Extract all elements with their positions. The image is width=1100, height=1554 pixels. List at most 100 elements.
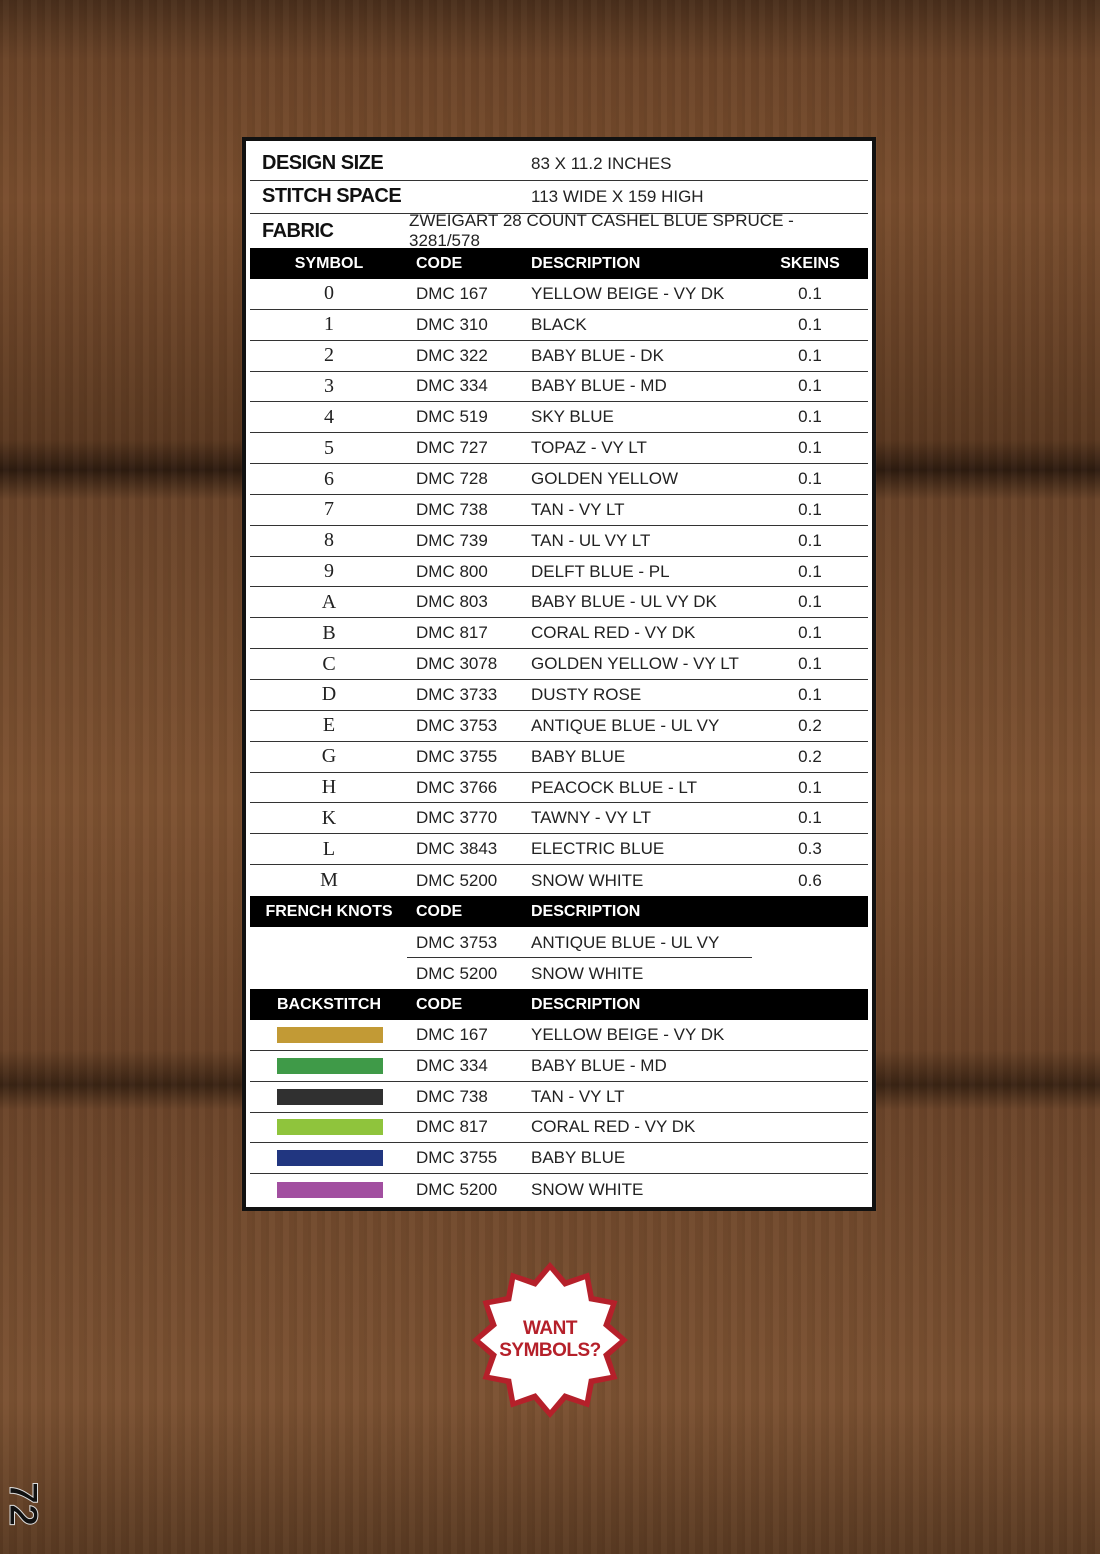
skeins: 0.2 [798, 715, 822, 735]
skeins: 0.1 [798, 376, 822, 396]
description: BABY BLUE - MD [531, 376, 667, 396]
header-label: BACKSTITCH [277, 995, 381, 1013]
description: BABY BLUE - UL VY DK [531, 592, 717, 612]
starburst-badge[interactable] [472, 1262, 628, 1418]
header-skeins: SKEINS [780, 254, 840, 272]
symbol: 0 [324, 282, 334, 305]
code: DMC 3770 [416, 808, 498, 828]
header-code: CODE [416, 995, 463, 1013]
symbol: G [321, 745, 337, 768]
table-header: SYMBOL CODE DESCRIPTION SKEINS [250, 248, 868, 279]
symbol: 2 [324, 344, 334, 367]
key-row: 4 DMC 519 SKY BLUE 0.1 [250, 402, 868, 434]
code: DMC 3766 [416, 777, 498, 797]
color-swatch [277, 1057, 383, 1074]
skeins: 0.1 [798, 314, 822, 334]
code: DMC 334 [416, 376, 488, 396]
table-header: BACKSTITCH CODE DESCRIPTION [250, 989, 868, 1020]
info-label: STITCH SPACE [262, 185, 402, 207]
code: DMC 322 [416, 345, 488, 365]
skeins: 0.1 [798, 808, 822, 828]
description: SNOW WHITE [531, 963, 644, 983]
key-row: D DMC 3733 DUSTY ROSE 0.1 [250, 680, 868, 711]
key-row: 2 DMC 322 BABY BLUE - DK 0.1 [250, 341, 868, 372]
backstitch-row: DMC 5200 SNOW WHITE [250, 1174, 868, 1205]
description: TAN - VY LT [531, 499, 625, 519]
header-label: FRENCH KNOTS [265, 902, 393, 920]
symbol: A [321, 590, 337, 613]
code: DMC 310 [416, 314, 488, 334]
info-value: ZWEIGART 28 COUNT CASHEL BLUE SPRUCE - 3… [409, 211, 794, 250]
skeins: 0.3 [798, 839, 822, 859]
code: DMC 167 [416, 283, 488, 303]
description: DUSTY ROSE [531, 684, 642, 704]
table-header: FRENCH KNOTS CODE DESCRIPTION [250, 896, 868, 927]
description: ELECTRIC BLUE [531, 839, 665, 859]
key-row: 8 DMC 739 TAN - UL VY LT 0.1 [250, 526, 868, 557]
skeins: 0.1 [798, 499, 822, 519]
symbol: 9 [324, 560, 334, 583]
thread-key-card: DESIGN SIZE 83 X 11.2 INCHES STITCH SPACE 1… [242, 137, 876, 1211]
key-row: L DMC 3843 ELECTRIC BLUE 0.3 [250, 834, 868, 866]
symbol: B [322, 621, 336, 644]
backstitch-row: DMC 738 TAN - VY LT [250, 1082, 868, 1113]
code: DMC 817 [416, 1117, 488, 1137]
description: YELLOW BEIGE - VY DK [531, 283, 725, 303]
skeins: 0.2 [798, 746, 822, 766]
description: SNOW WHITE [531, 1179, 644, 1199]
code: DMC 727 [416, 438, 488, 458]
info-label: FABRIC [262, 219, 334, 242]
code: DMC 3733 [416, 684, 498, 704]
skeins: 0.1 [798, 469, 822, 489]
description: DELFT BLUE - PL [531, 561, 670, 581]
symbol: 5 [324, 436, 334, 459]
code: DMC 800 [416, 561, 488, 581]
symbol: 1 [324, 313, 334, 336]
symbol: 6 [324, 467, 334, 490]
symbol: K [321, 806, 337, 829]
backstitch-row: DMC 3755 BABY BLUE [250, 1143, 868, 1175]
color-swatch [277, 1026, 383, 1043]
code: DMC 739 [416, 530, 488, 550]
description: BLACK [531, 314, 587, 334]
skeins: 0.1 [798, 654, 822, 674]
symbol: H [321, 776, 337, 799]
key-row: A DMC 803 BABY BLUE - UL VY DK 0.1 [250, 588, 868, 619]
skeins: 0.1 [798, 592, 822, 612]
description: CORAL RED - VY DK [531, 623, 696, 643]
skeins: 0.1 [798, 530, 822, 550]
header-code: CODE [416, 902, 463, 920]
symbol: 4 [324, 405, 334, 428]
symbol: 3 [324, 374, 334, 397]
symbol: 8 [324, 529, 334, 552]
description: SNOW WHITE [531, 870, 644, 890]
description: TAN - VY LT [531, 1086, 625, 1106]
key-row: 6 DMC 728 GOLDEN YELLOW 0.1 [250, 464, 868, 495]
description: PEACOCK BLUE - LT [531, 777, 697, 797]
key-row: H DMC 3766 PEACOCK BLUE - LT 0.1 [250, 773, 868, 804]
description: BABY BLUE [531, 1148, 626, 1168]
skeins: 0.1 [798, 283, 822, 303]
skeins: 0.1 [798, 623, 822, 643]
key-row: C DMC 3078 GOLDEN YELLOW - VY LT 0.1 [250, 649, 868, 681]
code: DMC 5200 [416, 870, 498, 890]
description: TAN - UL VY LT [531, 530, 651, 550]
backstitch-row: DMC 167 YELLOW BEIGE - VY DK [250, 1020, 868, 1051]
info-row: FABRIC ZWEIGART 28 COUNT CASHEL BLUE SPRU… [250, 211, 868, 250]
symbol: 7 [324, 498, 334, 521]
code: DMC 3755 [416, 746, 498, 766]
code: DMC 5200 [416, 963, 498, 983]
skeins: 0.1 [798, 777, 822, 797]
description: TOPAZ - VY LT [531, 438, 647, 458]
want-symbols-badge-text[interactable]: WANT SYMBOLS? [472, 1318, 628, 1362]
skeins: 0.1 [798, 345, 822, 365]
symbol: L [322, 837, 336, 860]
description: SKY BLUE [531, 407, 614, 427]
badge-line2: SYMBOLS? [499, 1340, 601, 1361]
symbol: D [321, 683, 337, 706]
description: GOLDEN YELLOW [531, 469, 679, 489]
color-swatch [277, 1088, 383, 1105]
code: DMC 728 [416, 469, 488, 489]
key-row: 0 DMC 167 YELLOW BEIGE - VY DK 0.1 [250, 279, 868, 310]
french-knot-row: DMC 3753 ANTIQUE BLUE - UL VY [250, 927, 868, 958]
